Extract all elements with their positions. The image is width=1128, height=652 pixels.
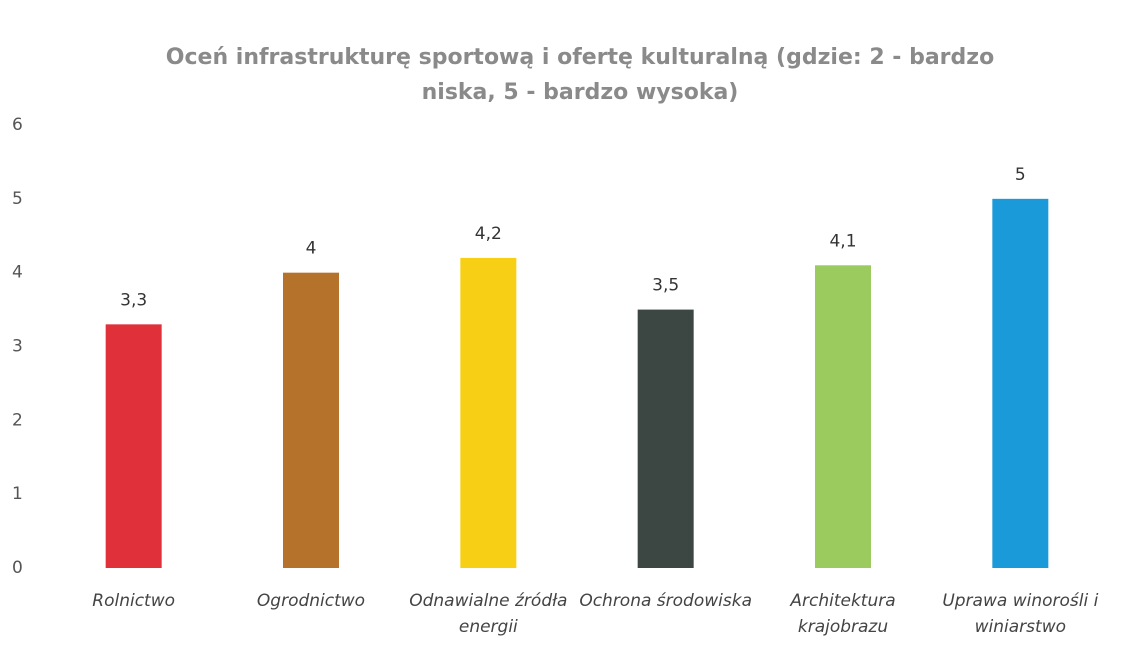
x-tick-label: Uprawa winorośli i winiarstwo (942, 591, 1099, 637)
y-tick-label: 0 (12, 558, 23, 578)
bar (815, 265, 871, 568)
y-tick-label: 6 (12, 115, 23, 135)
data-label: 4,1 (829, 231, 856, 251)
x-tick-label: Ochrona środowiska (579, 591, 752, 611)
data-label: 4,2 (475, 224, 502, 244)
y-tick-label: 5 (12, 189, 23, 209)
bar (283, 272, 339, 568)
y-tick-label: 2 (12, 410, 23, 430)
bar (460, 257, 517, 568)
y-tick-label: 1 (12, 484, 23, 504)
y-tick-label: 3 (12, 337, 23, 357)
data-label: 4 (306, 239, 317, 259)
chart-title: Oceń infrastrukturę sportową i ofertę ku… (165, 45, 995, 105)
data-label: 3,5 (652, 276, 679, 296)
x-tick-label: Architektura krajobrazu (790, 591, 896, 637)
bar (992, 198, 1049, 569)
data-label: 3,3 (120, 290, 147, 310)
x-tick-label: Odnawialne źródła energii (409, 591, 568, 637)
bar (105, 324, 162, 568)
x-tick-label: Rolnictwo (92, 591, 176, 611)
y-tick-label: 4 (12, 263, 23, 283)
bar (637, 309, 694, 568)
x-tick-label: Ogrodnictwo (256, 591, 366, 611)
data-label: 5 (1015, 165, 1026, 185)
